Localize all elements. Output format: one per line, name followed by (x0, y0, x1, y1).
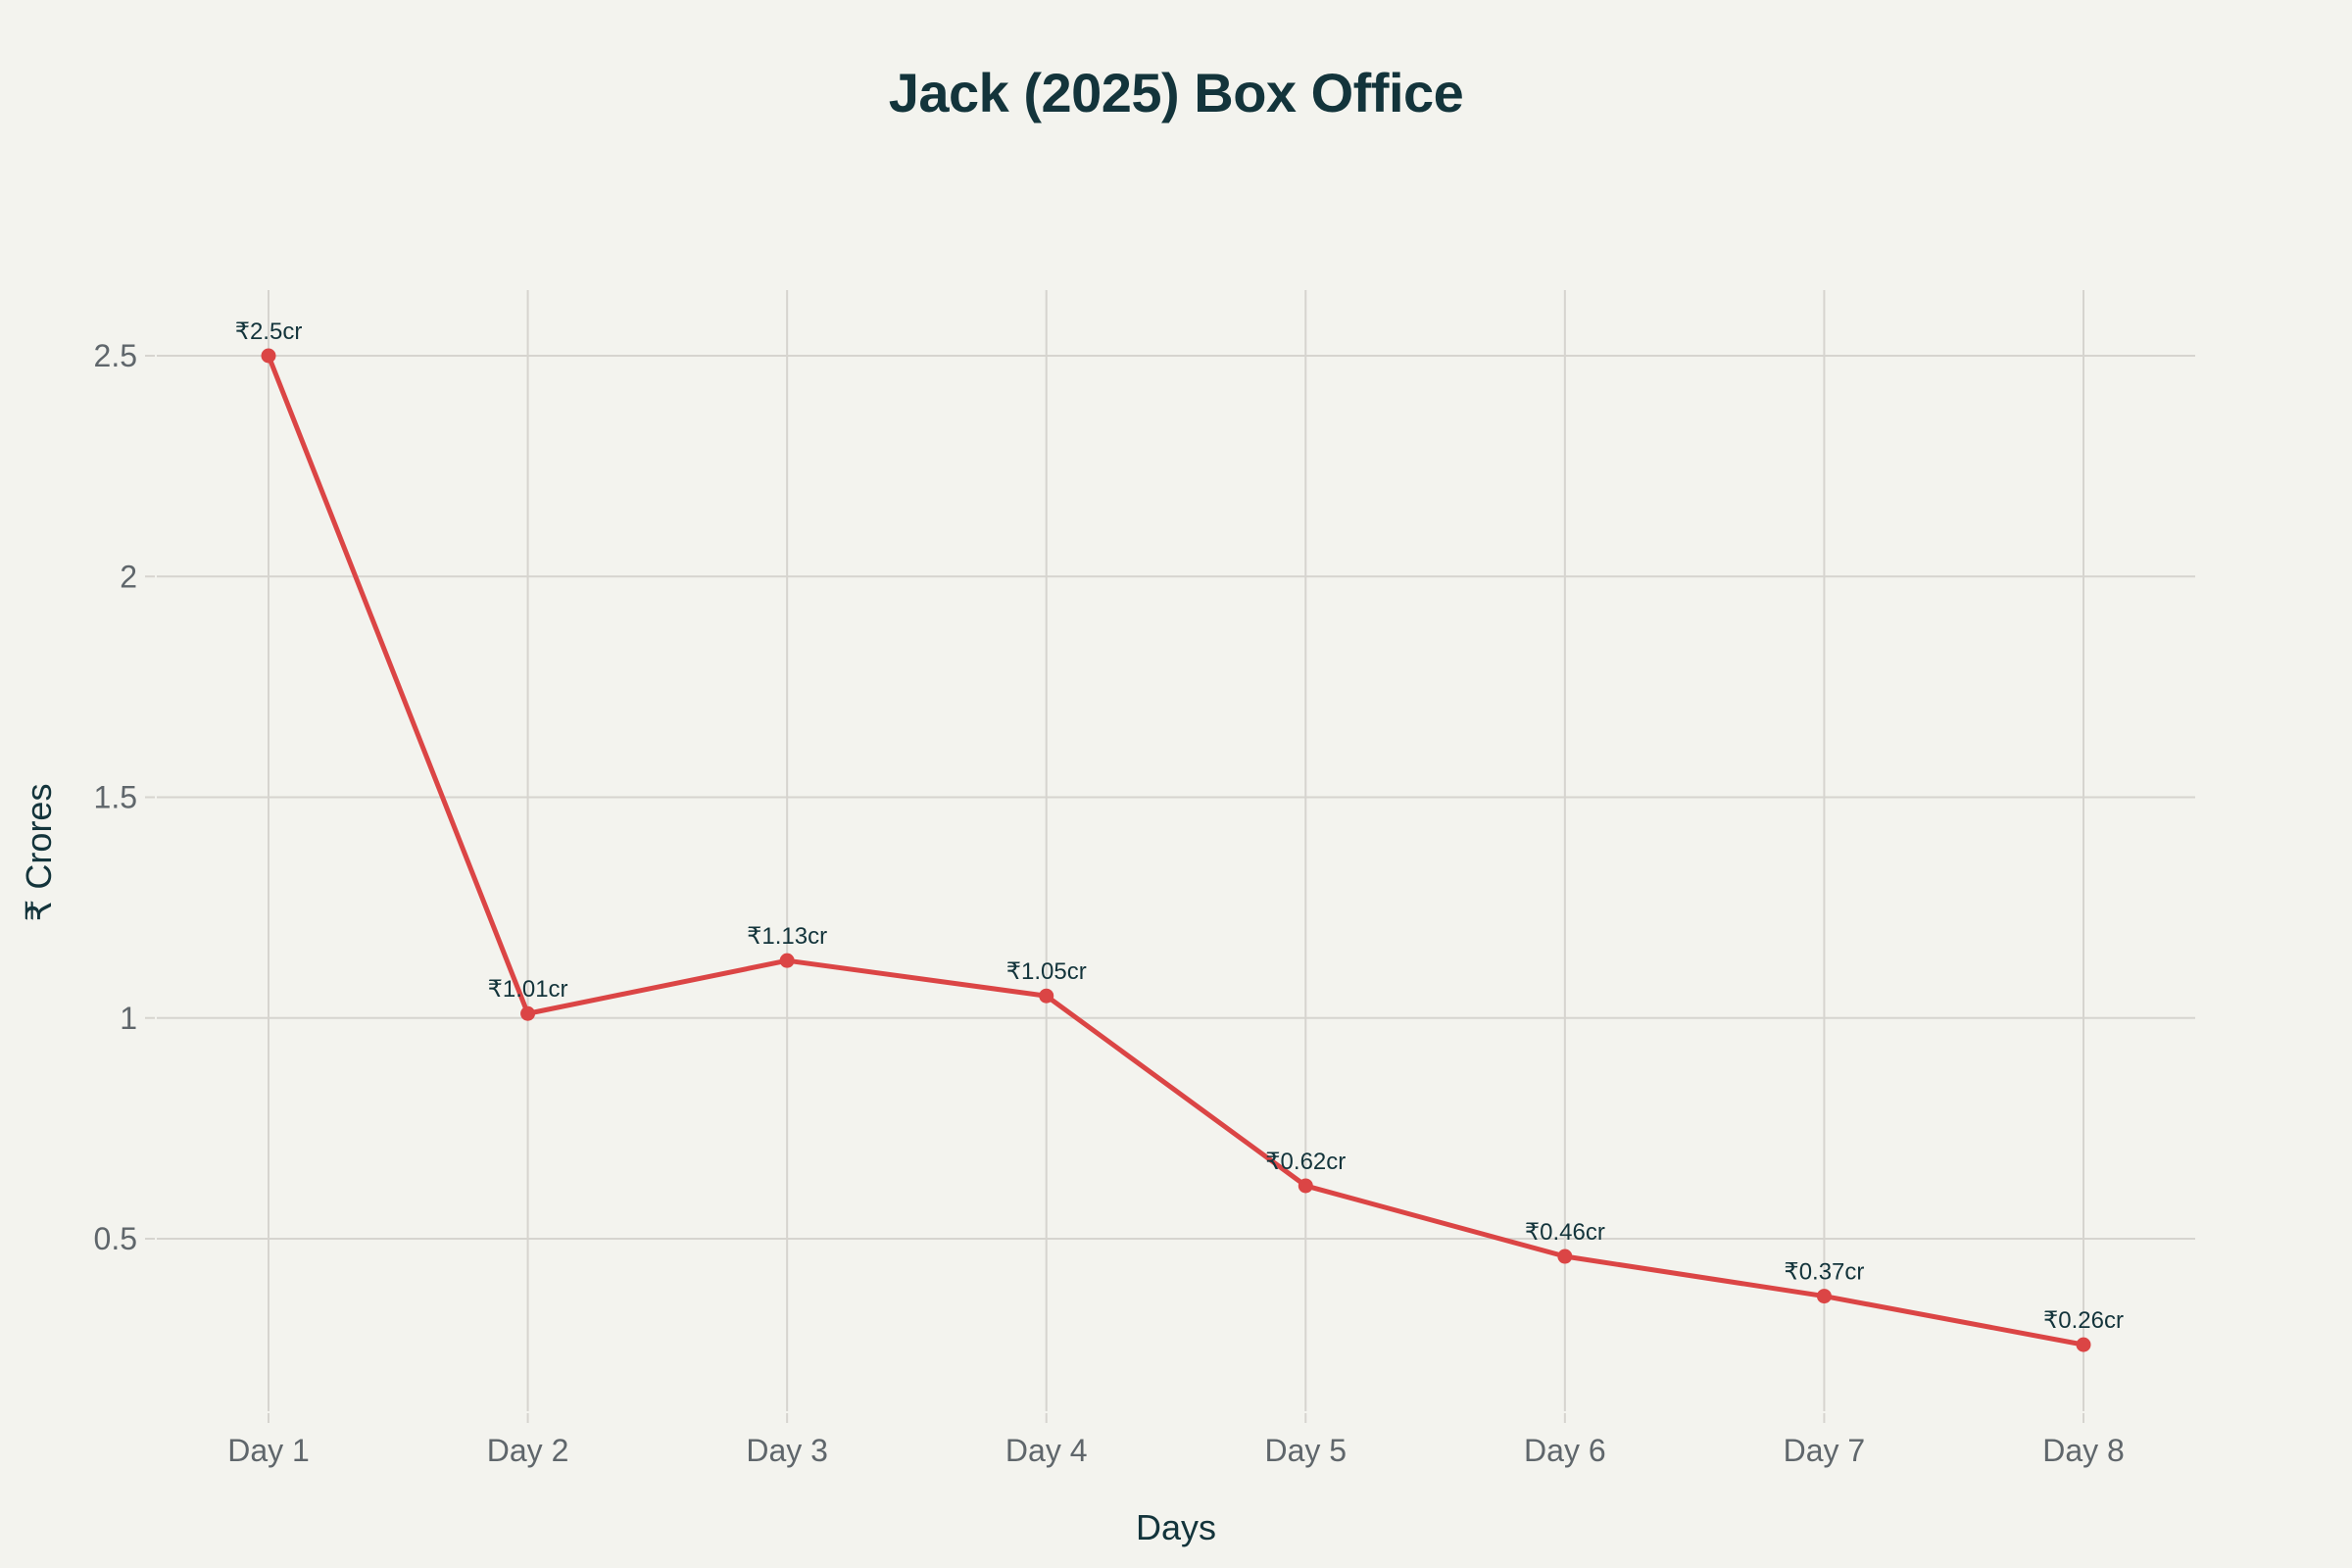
data-point-marker (1298, 1178, 1313, 1194)
x-tick-label: Day 8 (2042, 1433, 2125, 1468)
y-tick-labels: 0.5 1 1.5 2 2.5 (94, 338, 137, 1256)
data-point-marker (520, 1005, 536, 1021)
data-point-label: ₹0.46cr (1525, 1219, 1605, 1246)
y-tick-label: 1.5 (94, 780, 137, 815)
data-point-marker (779, 953, 795, 968)
data-point-marker (1816, 1289, 1832, 1304)
data-point-marker (1557, 1249, 1573, 1264)
data-point-label: ₹0.37cr (1784, 1259, 1864, 1286)
data-point-marker (261, 348, 276, 364)
chart-title: Jack (2025) Box Office (888, 62, 1464, 123)
data-point-marker (2076, 1337, 2091, 1352)
x-tick-label: Day 7 (1784, 1433, 1866, 1468)
x-tick-label: Day 4 (1005, 1433, 1088, 1468)
data-point-marker (1039, 988, 1054, 1004)
y-tick-label: 1 (120, 1001, 137, 1036)
data-point-label: ₹1.05cr (1006, 958, 1087, 985)
data-point-label: ₹1.13cr (747, 923, 827, 950)
y-tick-label: 2.5 (94, 338, 137, 373)
data-point-label: ₹0.26cr (2043, 1307, 2124, 1334)
y-tick-label: 2 (120, 559, 137, 594)
x-tick-label: Day 1 (227, 1433, 310, 1468)
x-tick-label: Day 3 (746, 1433, 828, 1468)
data-point-label: ₹1.01cr (488, 976, 568, 1003)
data-point-label: ₹2.5cr (235, 318, 303, 345)
x-tick-label: Day 2 (487, 1433, 569, 1468)
y-gridlines (145, 355, 2195, 1240)
y-tick-label: 0.5 (94, 1221, 137, 1256)
data-point-labels: ₹2.5cr ₹1.01cr ₹1.13cr ₹1.05cr ₹0.62cr ₹0.46c… (235, 318, 2124, 1334)
x-tick-labels: Day 1 Day 2 Day 3 Day 4 Day 5 Day 6 Day 7 Day 8 (227, 1433, 2125, 1468)
series-line (266, 353, 2086, 1348)
x-tick-label: Day 6 (1524, 1433, 1606, 1468)
x-gridlines (268, 290, 2084, 1423)
data-point-label: ₹0.62cr (1265, 1149, 1346, 1175)
x-axis-title: Days (1135, 1507, 1217, 1547)
data-series-line (261, 348, 2091, 1352)
x-tick-label: Day 5 (1264, 1433, 1347, 1468)
